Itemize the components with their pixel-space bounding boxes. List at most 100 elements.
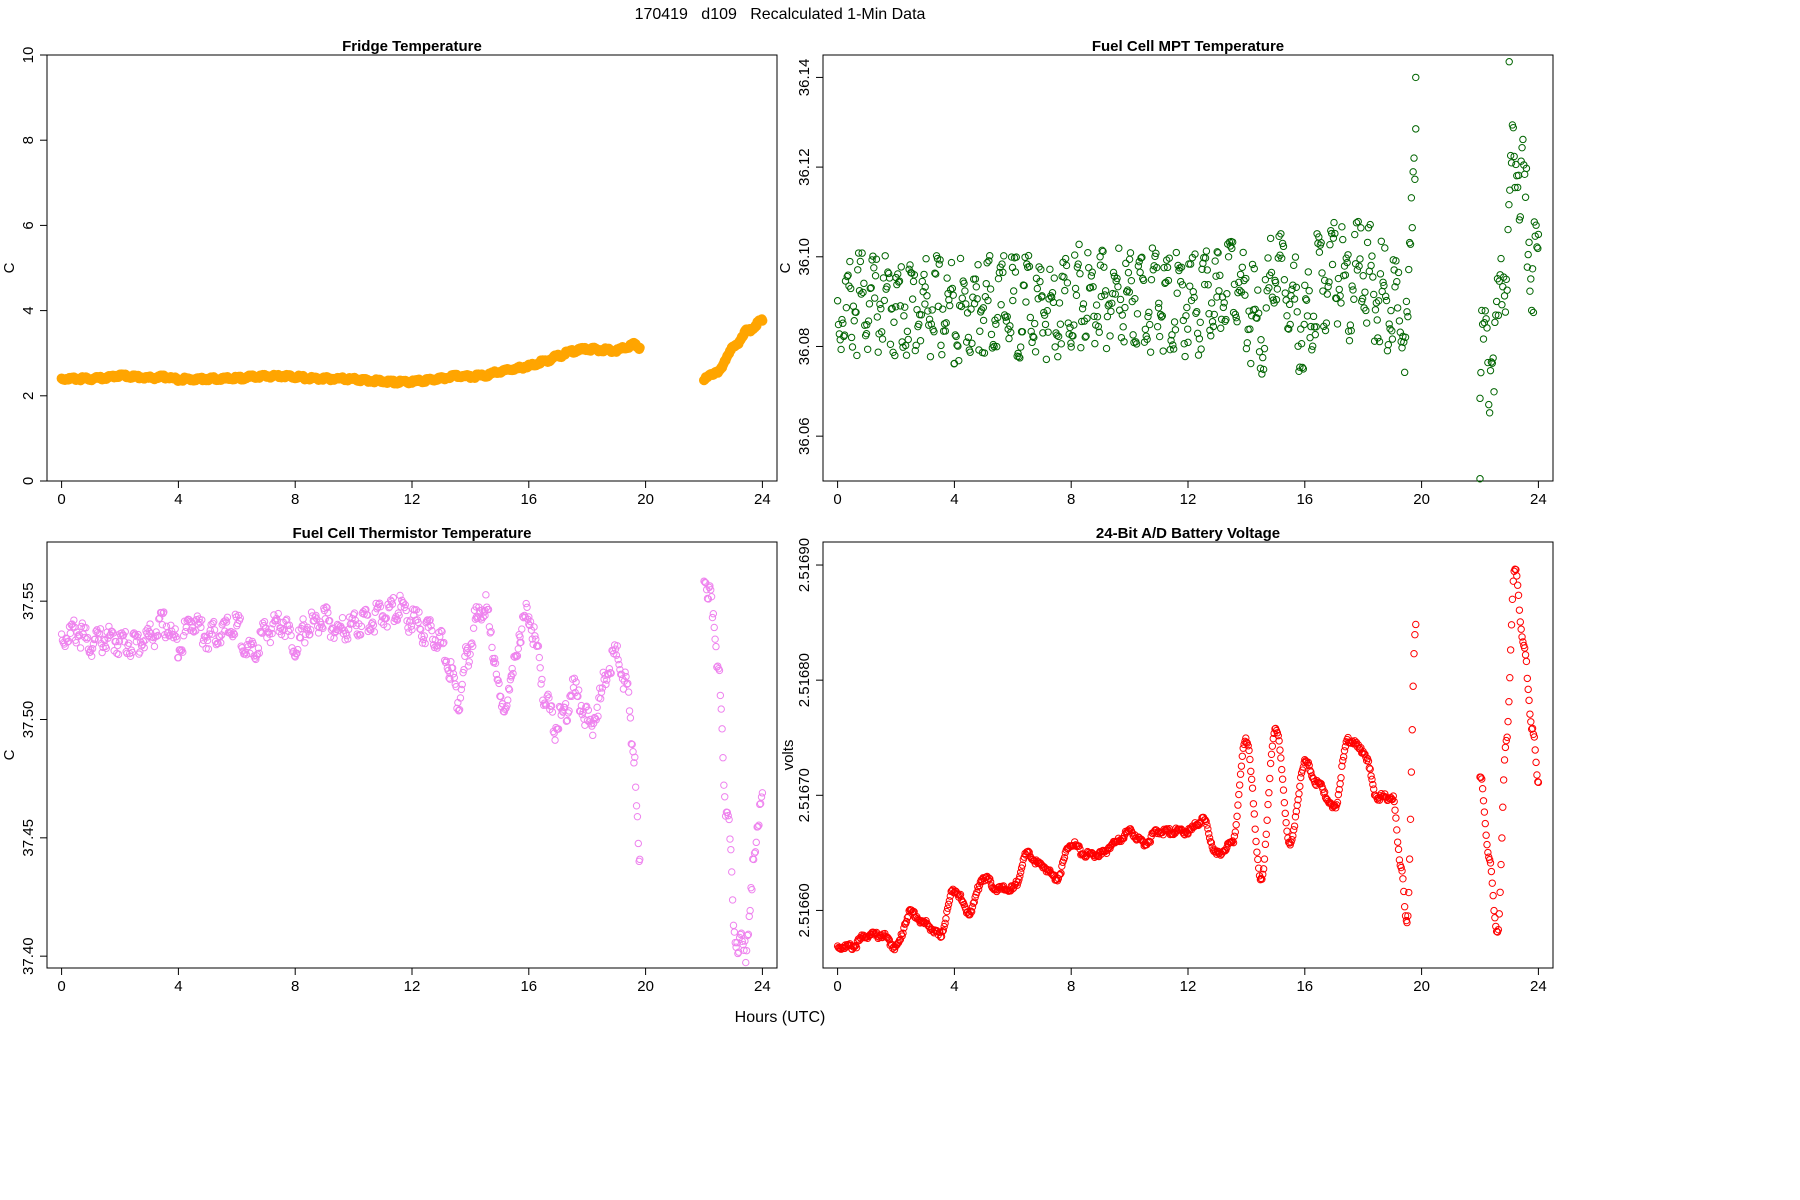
data-point [1087,272,1096,280]
data-point [1278,254,1286,262]
data-point [1505,698,1513,706]
data-point [1182,312,1190,320]
data-point [1502,275,1510,284]
data-point [1498,834,1506,842]
data-point [1169,341,1177,349]
data-point [977,306,986,314]
data-point [440,638,448,647]
data-point [982,279,990,288]
data-point [605,665,614,673]
data-point [191,627,200,635]
data-point [525,613,533,621]
data-point [1410,649,1418,658]
data-point [507,671,515,680]
data-point [323,604,331,612]
data-point [66,629,75,637]
data-point [1119,323,1127,331]
data-point [455,706,464,714]
data-point [276,624,284,632]
data-point [624,679,632,688]
data-point [1247,775,1256,784]
data-point [1497,860,1505,869]
data-point [932,270,940,278]
data-point [536,664,544,672]
data-point [1233,318,1241,326]
data-point [344,635,352,643]
data-point [1090,312,1098,321]
data-point [531,632,539,640]
data-point [938,350,946,359]
data-point [1200,280,1209,289]
data-point [1282,818,1290,827]
data-point [1054,332,1063,341]
data-point [1366,220,1374,229]
data-point [1055,299,1064,307]
data-point [1214,249,1222,257]
data-point [584,706,593,714]
data-point [1132,340,1141,348]
data-point [420,632,428,640]
data-point [495,679,503,688]
data-point [318,623,326,631]
data-point [1138,253,1146,262]
data-point [1295,790,1303,798]
data-point [1368,252,1376,260]
data-point [871,272,880,280]
figure-title: 170419 d109 Recalculated 1-Min Data [634,6,926,23]
data-point [1018,861,1027,869]
data-point [1076,270,1084,278]
data-point [1254,855,1262,864]
data-point [908,295,917,303]
data-point [1056,870,1064,879]
data-point [1512,160,1520,169]
data-point [1321,326,1330,335]
data-point [1134,262,1143,270]
data-point [839,319,847,327]
data-point [1038,292,1046,300]
data-point [448,664,457,672]
data-point [1357,224,1365,232]
y-tick-label: 2.51660 [796,883,813,937]
data-point [1405,265,1413,274]
data-point [1162,826,1170,834]
data-point [1257,874,1265,883]
data-point [997,301,1005,309]
data-point [575,686,583,694]
data-point [418,639,427,647]
data-point [565,707,573,715]
data-point [1393,277,1401,286]
data-point [254,644,263,652]
data-point [878,335,887,343]
data-point [1171,326,1180,334]
data-point [1146,838,1155,846]
data-point [1066,323,1074,332]
data-point [1389,792,1397,800]
data-point [1531,746,1539,754]
data-point [1370,290,1378,299]
data-point [903,914,912,922]
data-point [998,260,1006,268]
data-point [1177,263,1186,271]
data-point [1395,856,1404,864]
data-point [217,639,225,647]
data-point [614,655,622,664]
data-point [415,608,423,616]
data-point [1480,808,1489,816]
data-point [1125,288,1134,296]
data-point [1023,260,1031,268]
data-point [1190,293,1198,302]
data-point [1016,354,1024,362]
data-point [1206,837,1215,846]
data-point [1254,864,1263,872]
data-point [1186,282,1194,290]
data-point [344,625,353,634]
data-point [968,903,977,911]
data-point [530,623,538,631]
data-point [1008,263,1017,272]
data-point [1372,299,1381,307]
data-point [395,611,403,620]
data-point [1155,332,1164,341]
data-point [1352,219,1361,227]
data-point [1494,311,1503,320]
x-tick-label: 12 [404,978,421,995]
